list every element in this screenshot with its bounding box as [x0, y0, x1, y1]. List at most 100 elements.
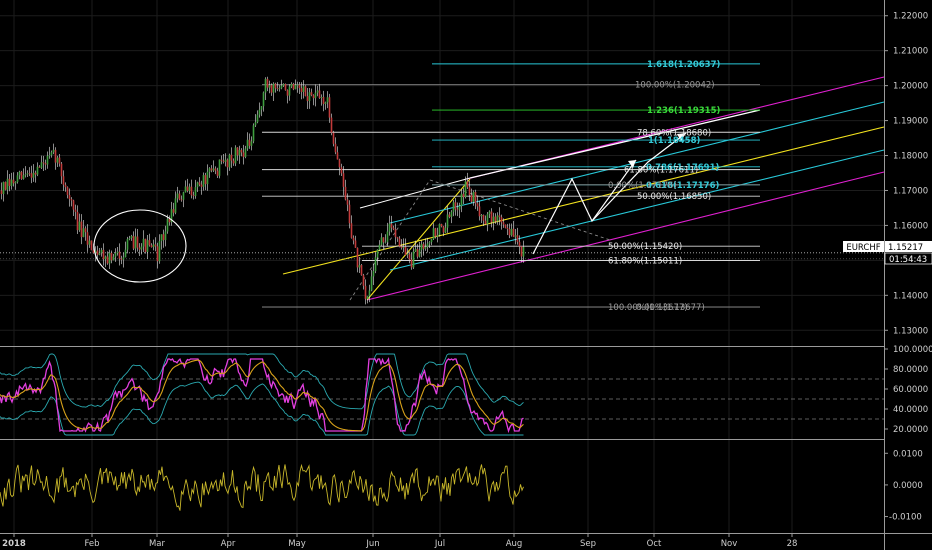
candle-body	[146, 240, 149, 252]
candle-body	[286, 90, 289, 96]
candle-body	[402, 246, 405, 248]
candle-body	[352, 237, 355, 241]
candle-body	[110, 252, 113, 261]
candle-body	[444, 227, 447, 233]
time-tick-label: Sep	[580, 539, 596, 549]
candle-body	[98, 252, 101, 255]
candle-body	[10, 179, 13, 186]
candle-body	[458, 206, 461, 210]
candle-body	[358, 265, 361, 268]
candle-body	[462, 193, 465, 198]
candle-body	[60, 163, 63, 177]
candle-body	[94, 250, 97, 253]
candle-body	[298, 84, 301, 89]
candle-body	[216, 170, 219, 176]
candle-body	[54, 149, 57, 163]
highlight-ellipse	[93, 209, 187, 283]
candle-body	[446, 214, 449, 228]
candle-body	[384, 241, 387, 243]
candle-body	[224, 159, 227, 162]
candle-body	[158, 241, 161, 262]
osc-tick-label: 0.0000	[893, 481, 923, 491]
candle-body	[418, 250, 421, 257]
candle-body	[230, 154, 233, 161]
candle-body	[190, 186, 193, 196]
time-tick-label: Mar	[149, 539, 166, 549]
candle-body	[324, 102, 327, 104]
oscillator-line	[0, 463, 524, 511]
candle-body	[362, 275, 365, 286]
fib-label-5: 0.786(1.17691)	[646, 163, 719, 173]
candle-body	[278, 88, 281, 90]
candle-body	[506, 227, 509, 229]
candle-body	[434, 228, 437, 237]
candle-body	[492, 216, 495, 223]
candle-body	[500, 217, 503, 223]
candle-body	[80, 221, 83, 238]
candle-body	[236, 147, 239, 156]
candle-body	[52, 149, 55, 153]
rsi-tick-label: 100.0000	[893, 345, 932, 355]
rsi-panel[interactable]	[0, 353, 884, 436]
candle-body	[450, 211, 453, 217]
candle-body	[258, 109, 261, 115]
candle-body	[56, 157, 59, 163]
time-tick-label: 28	[787, 539, 798, 549]
candle-body	[502, 222, 505, 225]
pitchfork-channels	[282, 76, 885, 301]
oscillator-panel[interactable]	[0, 463, 524, 511]
fib-label-7: 0.618(1.17176)	[646, 181, 719, 191]
candle-body	[142, 238, 145, 247]
candle-body	[406, 254, 409, 256]
candle-body	[186, 186, 189, 191]
candle-body	[412, 251, 415, 268]
price-panel[interactable]: 1.618(1.20637) 100.00%(1.20042) 1.236(1.19…	[0, 60, 885, 313]
candle-body	[284, 84, 287, 91]
candle-body	[170, 209, 173, 223]
candle-body	[408, 254, 411, 260]
price-tick-label: 1.19000	[893, 117, 928, 127]
candle-body	[302, 86, 305, 92]
candle-body	[214, 168, 217, 171]
candle-body	[248, 139, 251, 146]
candle-body	[318, 90, 321, 99]
projection-arrowhead-1	[628, 160, 636, 168]
candle-body	[396, 237, 399, 239]
fib-label-4: 1(1.18458)	[648, 136, 701, 146]
candle-body	[488, 211, 491, 215]
candle-body	[336, 152, 339, 160]
candle-body	[338, 159, 341, 168]
candle-body	[316, 90, 319, 93]
candle-body	[16, 175, 19, 183]
fib-label-1: 100.00%(1.20042)	[635, 81, 715, 91]
candle-body	[276, 88, 279, 90]
candle-body	[410, 259, 413, 268]
candle-body	[240, 149, 243, 153]
candle-body	[176, 193, 179, 199]
price-tick-label: 1.14000	[893, 291, 928, 301]
candle-body	[154, 244, 157, 247]
candle-body	[264, 78, 267, 93]
time-axis[interactable]: 2018 Feb Mar Apr May Jun Jul Aug Sep Oct Nov 28	[2, 533, 797, 549]
candle-body	[46, 155, 49, 165]
projection-zigzag	[532, 159, 637, 255]
rsi-signal-line	[0, 359, 524, 432]
candle-body	[62, 176, 65, 185]
projection-path-2	[591, 132, 687, 222]
candle-body	[32, 172, 35, 178]
candle-body	[484, 220, 487, 225]
candle-body	[494, 216, 497, 222]
price-tick-label: 1.17000	[893, 186, 928, 196]
candle-body	[504, 224, 507, 228]
candle-body	[398, 238, 401, 247]
candle-body	[166, 218, 169, 232]
candle-body	[64, 184, 67, 188]
candle-body	[8, 178, 11, 186]
projection-arrowhead-2	[677, 133, 686, 141]
candle-body	[376, 249, 379, 258]
candle-body	[340, 167, 343, 174]
candle-body	[378, 244, 381, 250]
price-axis[interactable]: 1.22000 1.21000 1.20000 1.19000 1.18000 1.170…	[884, 12, 932, 523]
candle-body	[404, 246, 407, 256]
